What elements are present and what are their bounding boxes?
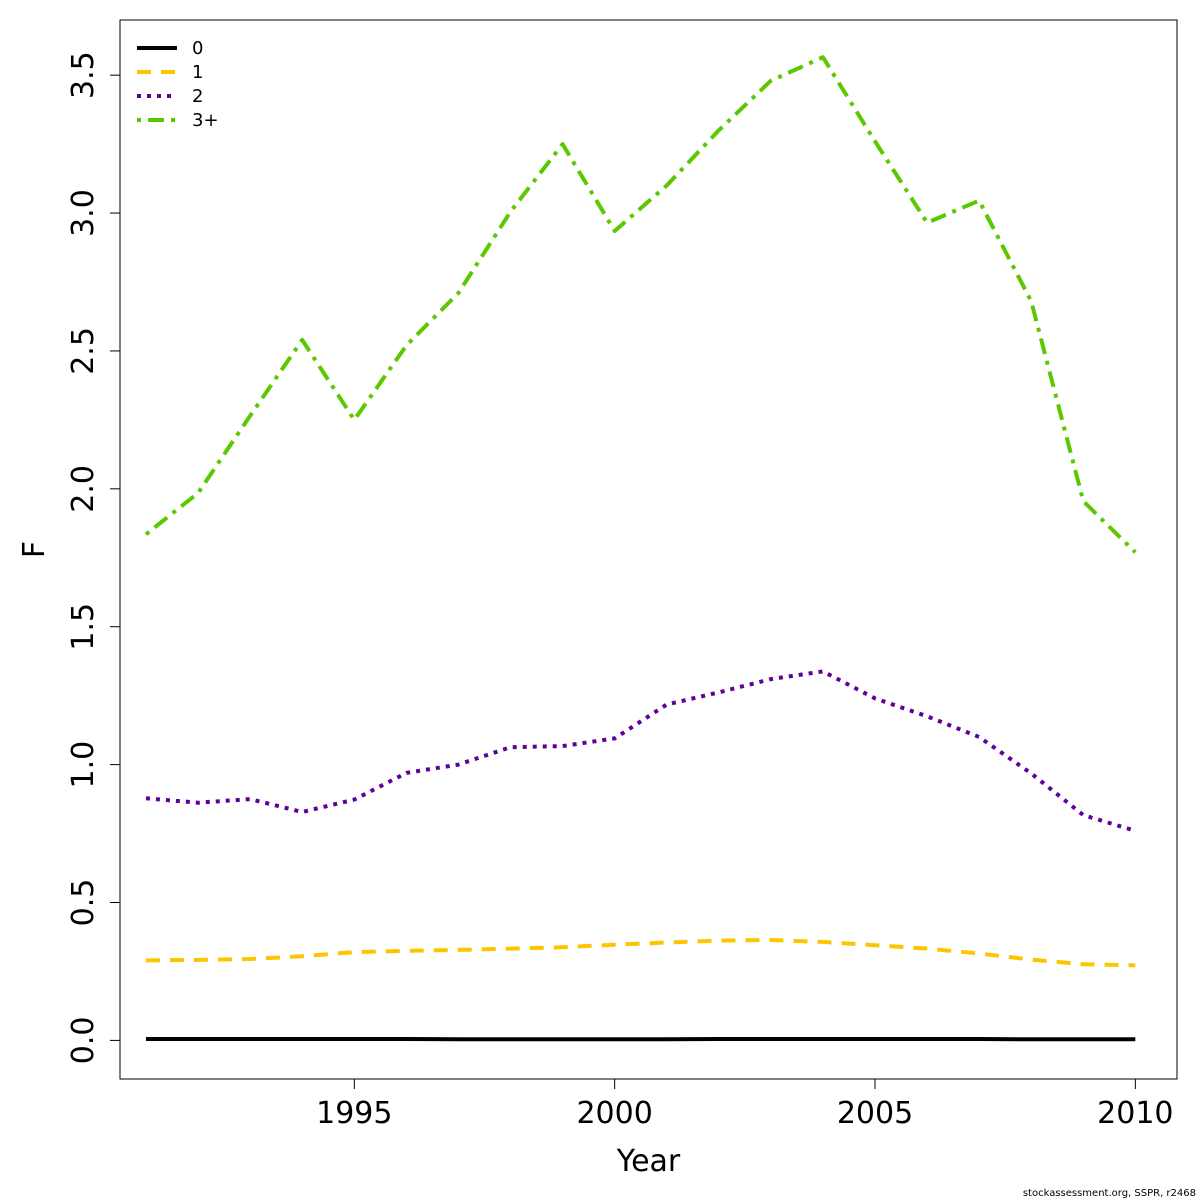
x-axis: 1995 2000 2005 2010 bbox=[316, 1079, 1174, 1131]
credit-text: stockassessment.org, SSPR, r2468 bbox=[1023, 1188, 1196, 1199]
y-tick-label: 2.5 bbox=[66, 327, 101, 375]
legend-label: 1 bbox=[192, 62, 203, 83]
y-tick-label: 2.0 bbox=[66, 465, 101, 513]
y-tick-label: 0.0 bbox=[66, 1017, 101, 1065]
x-tick-label: 2005 bbox=[837, 1096, 913, 1131]
series-line-1 bbox=[145, 938, 1136, 968]
series-line-2 bbox=[145, 669, 1136, 833]
x-tick-label: 2000 bbox=[576, 1096, 652, 1131]
y-tick-label: 0.5 bbox=[66, 879, 101, 927]
y-axis: 0.0 0.5 1.0 1.5 2.0 2.5 3.0 3.5 bbox=[66, 51, 120, 1064]
y-tick-label: 1.0 bbox=[66, 741, 101, 789]
legend: 0 1 2 3+ bbox=[137, 38, 219, 131]
legend-label: 2 bbox=[192, 86, 203, 107]
plot-frame bbox=[119, 19, 1178, 1080]
x-tick-label: 2010 bbox=[1097, 1096, 1173, 1131]
x-axis-title: Year bbox=[616, 1144, 681, 1179]
legend-label: 3+ bbox=[192, 110, 219, 131]
y-tick-label: 1.5 bbox=[66, 603, 101, 651]
series-line-3plus bbox=[144, 55, 1137, 554]
series-lines bbox=[144, 55, 1137, 1042]
y-tick-label: 3.0 bbox=[66, 189, 101, 237]
legend-label: 0 bbox=[192, 38, 203, 59]
x-tick-label: 1995 bbox=[316, 1096, 392, 1131]
y-axis-title: F bbox=[17, 541, 52, 558]
y-tick-label: 3.5 bbox=[66, 51, 101, 99]
